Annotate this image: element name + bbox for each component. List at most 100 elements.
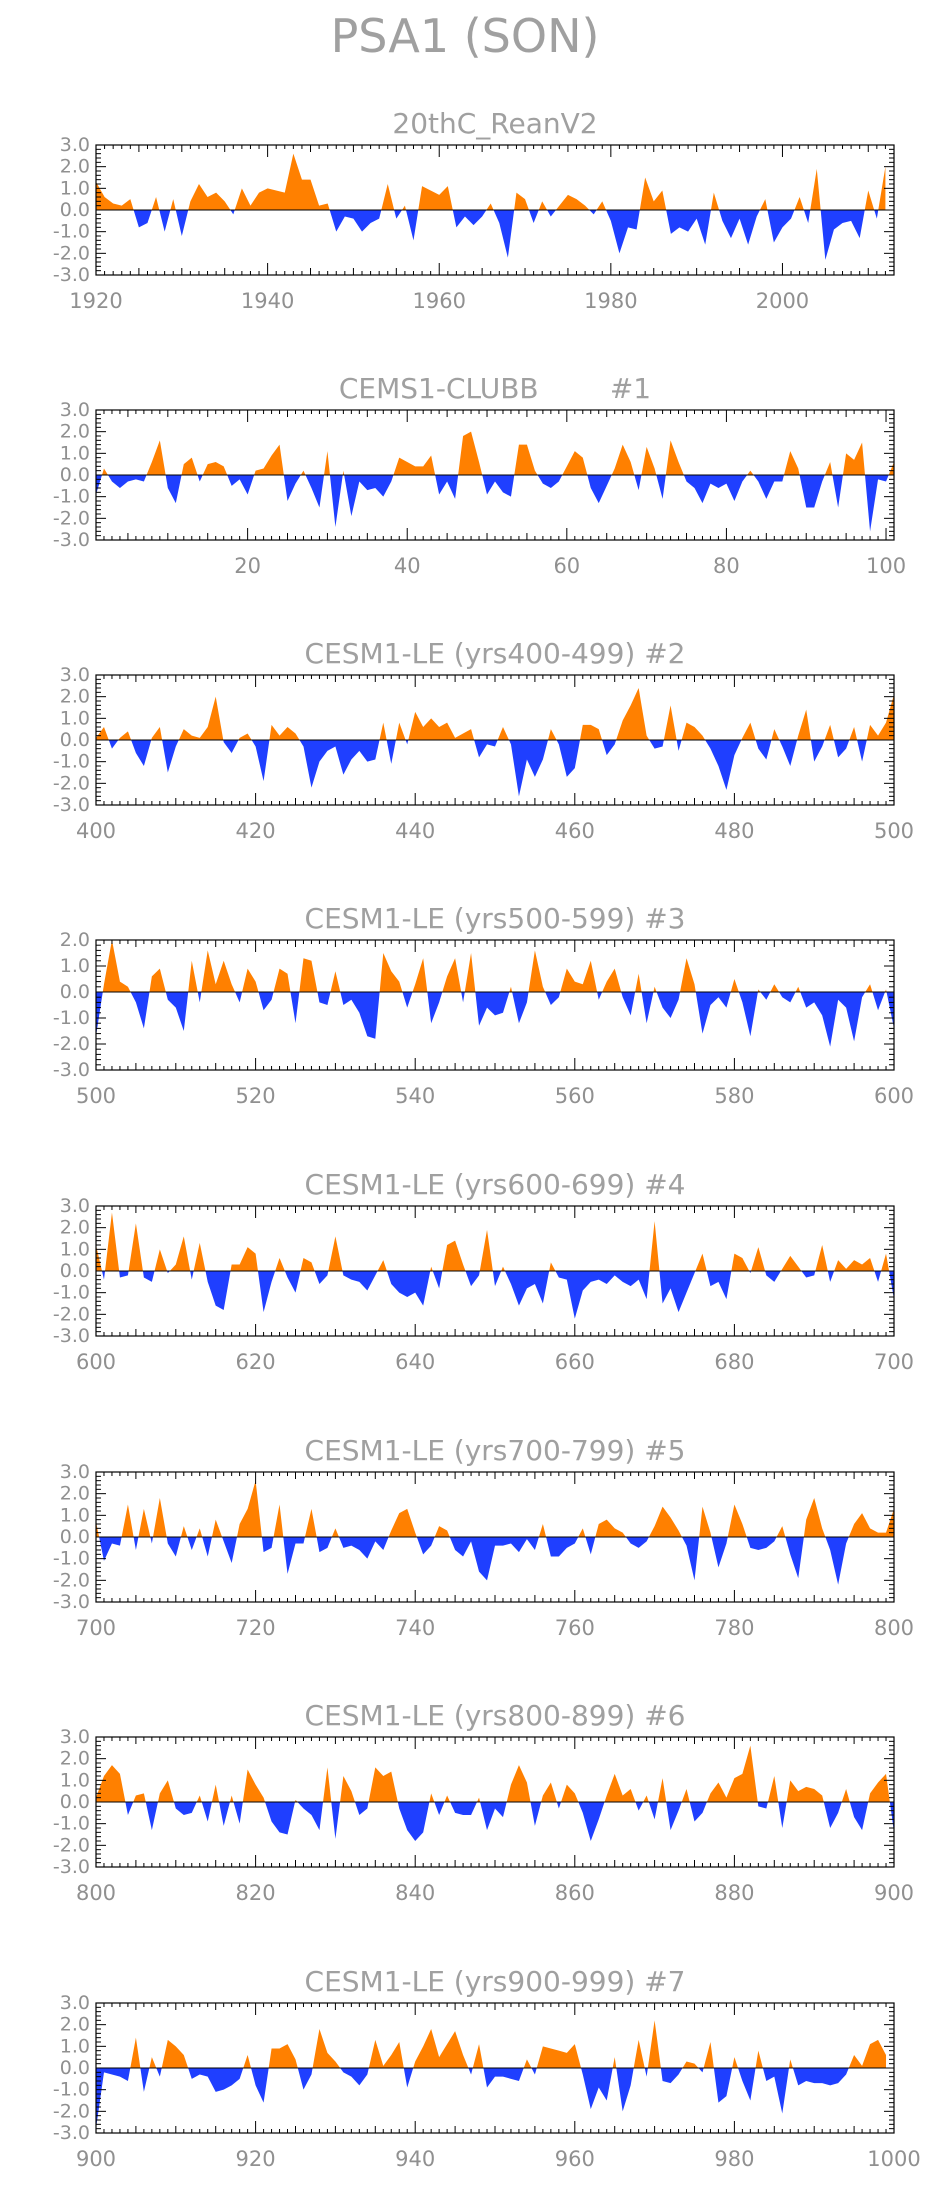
y-tick-label: 0.0	[60, 2057, 90, 2079]
negative-area	[125, 1802, 894, 1841]
x-tick-label: 460	[555, 819, 595, 843]
positive-area	[101, 431, 895, 475]
y-tick-label: 0.0	[60, 981, 90, 1003]
y-tick-label: -1.0	[53, 1282, 90, 1304]
panel-title: CESM1-LE (yrs400-499) #2	[305, 637, 686, 670]
x-tick-label: 80	[713, 554, 740, 578]
y-tick-label: 3.0	[60, 1195, 90, 1217]
positive-area	[96, 688, 894, 740]
x-tick-label: 600	[76, 1350, 116, 1374]
panel-title: CESM1-LE (yrs500-599) #3	[305, 902, 686, 935]
y-tick-label: -3.0	[53, 794, 90, 816]
x-tick-label: 500	[76, 1084, 116, 1108]
panel-5: CESM1-LE (yrs600-699) #4 3.02.01.00.0-1.0…	[53, 1168, 914, 1374]
panel-7: CESM1-LE (yrs800-899) #6 3.02.01.00.0-1.0…	[53, 1699, 914, 1905]
x-tick-label: 900	[874, 1881, 914, 1905]
y-tick-label: -1.0	[53, 1548, 90, 1570]
y-tick-label: 1.0	[60, 177, 90, 199]
y-tick-label: -3.0	[53, 264, 90, 286]
panel-title: CESM1-LE (yrs900-999) #7	[305, 1965, 686, 1998]
x-tick-label: 740	[395, 1616, 435, 1640]
y-tick-label: -1.0	[53, 1007, 90, 1029]
x-tick-label: 1920	[69, 289, 122, 313]
positive-area	[130, 2020, 887, 2068]
panel-title: CESM1-LE (yrs700-799) #5	[305, 1434, 686, 1467]
y-tick-label: -2.0	[53, 1569, 90, 1591]
y-tick-label: 0.0	[60, 1260, 90, 1282]
y-tick-label: -1.0	[53, 751, 90, 773]
y-tick-label: 0.0	[60, 729, 90, 751]
x-tick-label: 540	[395, 1084, 435, 1108]
y-tick-label: -2.0	[53, 1033, 90, 1055]
x-tick-label: 40	[394, 554, 421, 578]
negative-area	[96, 992, 894, 1047]
y-tick-label: -2.0	[53, 1303, 90, 1325]
y-tick-label: 3.0	[60, 134, 90, 156]
panel-title: CEMS1-CLUBB #1	[339, 372, 651, 405]
panel-1: 20thC_ReanV2 3.02.01.00.0-1.0-2.0-3.0 1920…	[53, 107, 895, 313]
y-tick-label: 1.0	[60, 1504, 90, 1526]
panel-8: CESM1-LE (yrs900-999) #7 3.02.01.00.0-1.0…	[53, 1965, 921, 2171]
y-tick-label: 2.0	[60, 156, 90, 178]
x-tick-label: 700	[76, 1616, 116, 1640]
x-tick-label: 520	[236, 1084, 276, 1108]
panel-title: 20thC_ReanV2	[392, 107, 597, 140]
x-tick-label: 560	[555, 1084, 595, 1108]
y-tick-label: 0.0	[60, 464, 90, 486]
positive-area	[96, 1480, 894, 1537]
y-tick-label: 1.0	[60, 707, 90, 729]
x-tick-label: 760	[555, 1616, 595, 1640]
y-tick-label: -2.0	[53, 1834, 90, 1856]
y-tick-label: 1.0	[60, 2035, 90, 2057]
y-tick-label: 1.0	[60, 1769, 90, 1791]
panel-6: CESM1-LE (yrs700-799) #5 3.02.01.00.0-1.0…	[53, 1434, 914, 1640]
y-tick-label: -2.0	[53, 242, 90, 264]
x-tick-label: 920	[236, 2147, 276, 2171]
x-tick-label: 600	[874, 1084, 914, 1108]
x-tick-label: 1980	[584, 289, 637, 313]
negative-area	[96, 2068, 849, 2129]
y-tick-label: -1.0	[53, 221, 90, 243]
x-tick-label: 500	[874, 819, 914, 843]
y-tick-label: -3.0	[53, 2122, 90, 2144]
y-tick-label: 3.0	[60, 1461, 90, 1483]
y-tick-label: 2.0	[60, 1217, 90, 1239]
y-tick-label: -3.0	[53, 1059, 90, 1081]
x-tick-label: 900	[76, 2147, 116, 2171]
x-tick-label: 60	[553, 554, 580, 578]
x-tick-label: 840	[395, 1881, 435, 1905]
y-tick-label: 2.0	[60, 1748, 90, 1770]
y-tick-label: 0.0	[60, 1791, 90, 1813]
y-tick-label: 1.0	[60, 1238, 90, 1260]
negative-area	[101, 1271, 895, 1319]
y-tick-label: 3.0	[60, 399, 90, 421]
x-tick-label: 440	[395, 819, 435, 843]
y-tick-label: 3.0	[60, 1992, 90, 2014]
y-tick-label: 3.0	[60, 1726, 90, 1748]
y-tick-label: -3.0	[53, 1325, 90, 1347]
x-tick-label: 400	[76, 819, 116, 843]
y-tick-label: 2.0	[60, 2014, 90, 2036]
y-tick-label: -2.0	[53, 2100, 90, 2122]
positive-area	[96, 1212, 890, 1271]
x-tick-label: 880	[714, 1881, 754, 1905]
y-tick-label: -1.0	[53, 1813, 90, 1835]
x-tick-label: 1000	[867, 2147, 920, 2171]
x-tick-label: 980	[714, 2147, 754, 2171]
x-tick-label: 640	[395, 1350, 435, 1374]
panel-4: CESM1-LE (yrs500-599) #3 2.0 1.0 0.0 -1.0 -2.…	[53, 902, 914, 1108]
panel-title: CESM1-LE (yrs800-899) #6	[305, 1699, 686, 1732]
y-tick-label: -2.0	[53, 772, 90, 794]
y-tick-label: 0.0	[60, 199, 90, 221]
x-tick-label: 620	[236, 1350, 276, 1374]
positive-area	[96, 153, 886, 210]
y-tick-label: -3.0	[53, 1856, 90, 1878]
x-tick-label: 720	[236, 1616, 276, 1640]
panel-title: CESM1-LE (yrs600-699) #4	[305, 1168, 686, 1201]
y-tick-label: 0.0	[60, 1526, 90, 1548]
y-tick-label: 3.0	[60, 664, 90, 686]
x-tick-label: 2000	[756, 289, 809, 313]
x-tick-label: 1960	[412, 289, 465, 313]
panels: 20thC_ReanV23.02.01.00.0-1.0-2.0-3.01920…	[53, 107, 921, 2171]
